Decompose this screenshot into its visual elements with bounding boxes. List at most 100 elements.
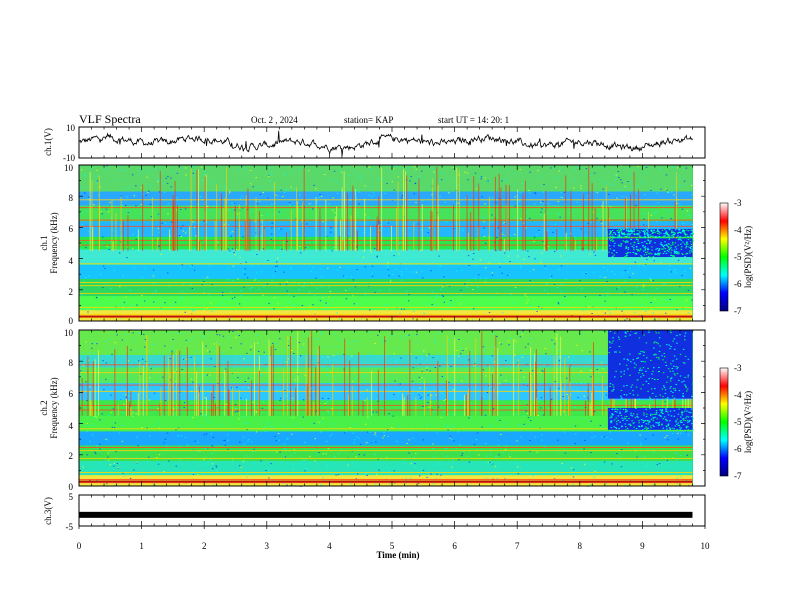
spectrogram-speckle xyxy=(419,397,422,399)
quiet-region-speckle xyxy=(685,253,688,255)
quiet-region-speckle xyxy=(656,253,658,255)
spectrogram-speckle xyxy=(591,313,593,314)
spectrogram-band xyxy=(79,264,693,279)
narrowband-line xyxy=(79,315,693,318)
quiet-region-speckle xyxy=(658,358,660,360)
spectrogram-speckle xyxy=(554,224,556,226)
spectrogram-speckle xyxy=(102,466,105,468)
sferic-streak xyxy=(564,358,566,416)
spectrogram-speckle xyxy=(375,441,377,443)
spectrogram-speckle xyxy=(687,312,690,314)
spectrogram-speckle xyxy=(207,406,209,408)
quiet-region-speckle xyxy=(635,364,637,366)
spectrogram-speckle xyxy=(471,221,473,223)
spectrogram-speckle xyxy=(304,459,306,461)
spectrogram-speckle xyxy=(484,246,487,248)
spectrogram-speckle xyxy=(357,212,359,213)
spectrogram-speckle xyxy=(377,259,379,261)
spectrogram-speckle xyxy=(246,429,248,430)
spectrogram-speckle xyxy=(246,476,248,478)
spectrogram-speckle xyxy=(241,387,244,389)
quiet-region-speckle xyxy=(625,236,627,237)
quiet-region-speckle xyxy=(659,345,661,347)
spectrogram-speckle xyxy=(245,423,248,425)
spectrogram-speckle xyxy=(540,211,542,213)
spectrogram-speckle xyxy=(355,189,358,191)
spectrogram-speckle xyxy=(520,218,522,220)
spectrogram-speckle xyxy=(572,357,574,359)
quiet-region-speckle xyxy=(674,425,676,427)
spectrogram-speckle xyxy=(561,462,563,464)
sferic-streak xyxy=(553,355,555,416)
spectrogram-speckle xyxy=(206,205,209,207)
spectrogram-speckle xyxy=(432,357,434,359)
quiet-region-speckle xyxy=(675,229,677,231)
spectrogram-speckle xyxy=(158,421,160,423)
spectrogram-speckle xyxy=(334,212,336,214)
spectrogram-speckle xyxy=(222,352,224,354)
spectrogram-speckle xyxy=(362,256,365,258)
spectrogram-speckle xyxy=(609,431,612,433)
spectrogram-speckle xyxy=(244,273,246,275)
spectrogram-speckle xyxy=(313,424,315,426)
sferic-streak xyxy=(117,404,119,416)
spectrogram-speckle xyxy=(386,220,388,222)
xtick-6: 6 xyxy=(452,541,457,551)
sferic-streak xyxy=(488,236,490,251)
spectrogram-speckle xyxy=(608,220,610,222)
quiet-region-speckle xyxy=(633,247,635,249)
spectrogram-speckle xyxy=(213,484,215,486)
quiet-region-speckle xyxy=(626,330,629,332)
spectrogram-speckle xyxy=(113,465,115,467)
spectrogram-speckle xyxy=(515,345,517,347)
spectrogram-speckle xyxy=(470,381,472,383)
quiet-region-speckle xyxy=(630,361,632,363)
spectrogram-speckle xyxy=(209,351,211,353)
spectrogram-speckle xyxy=(490,454,492,456)
spectrogram-speckle xyxy=(537,415,539,417)
spectrogram-speckle xyxy=(124,381,126,383)
spectrogram-speckle xyxy=(465,377,467,379)
quiet-region-speckle xyxy=(630,386,632,388)
spectrogram-speckle xyxy=(645,311,647,312)
ch2-colorbar: -3 -4 -5 -6 -7 log(PSD)(V²/Hz) xyxy=(719,363,753,481)
spectrogram-speckle xyxy=(530,338,532,340)
spectrogram-speckle xyxy=(113,257,115,259)
spectrogram-speckle xyxy=(81,250,84,252)
spectrogram-speckle xyxy=(437,406,440,408)
spectrogram-speckle xyxy=(260,374,262,376)
quiet-region-speckle xyxy=(613,245,615,247)
quiet-region-speckle xyxy=(642,384,644,386)
spectrogram-speckle xyxy=(443,301,445,303)
spectrogram-speckle xyxy=(240,396,242,398)
spectrogram-speckle xyxy=(337,181,339,183)
sferic-streak xyxy=(481,397,483,416)
quiet-region-speckle xyxy=(691,251,693,253)
spectrogram-speckle xyxy=(332,179,334,181)
spectrogram-speckle xyxy=(281,355,283,357)
spectrogram-speckle xyxy=(286,484,288,486)
spectrogram-speckle xyxy=(91,347,93,349)
quiet-region-speckle xyxy=(670,386,672,388)
spectrogram-speckle xyxy=(560,192,562,193)
spectrogram-speckle xyxy=(573,259,575,260)
quiet-region-speckle xyxy=(637,239,639,241)
spectrogram-speckle xyxy=(366,389,368,391)
spectrogram-speckle xyxy=(85,277,87,279)
spectrogram-speckle xyxy=(177,427,180,429)
spectrogram-speckle xyxy=(598,213,600,215)
spectrogram-speckle xyxy=(559,168,561,170)
spectrogram-speckle xyxy=(274,271,277,273)
spectrogram-speckle xyxy=(321,331,323,333)
spectrogram-speckle xyxy=(313,356,316,358)
quiet-region-speckle xyxy=(643,414,645,416)
spectrogram-speckle xyxy=(251,265,253,267)
quiet-region-speckle xyxy=(644,248,647,250)
quiet-region-speckle xyxy=(625,394,628,396)
quiet-region-speckle xyxy=(686,229,688,231)
quiet-region-speckle xyxy=(650,235,653,237)
spectrogram-speckle xyxy=(507,426,510,427)
spectrogram-speckle xyxy=(366,431,369,433)
spectrogram-speckle xyxy=(327,398,330,400)
spectrogram-speckle xyxy=(504,449,507,451)
